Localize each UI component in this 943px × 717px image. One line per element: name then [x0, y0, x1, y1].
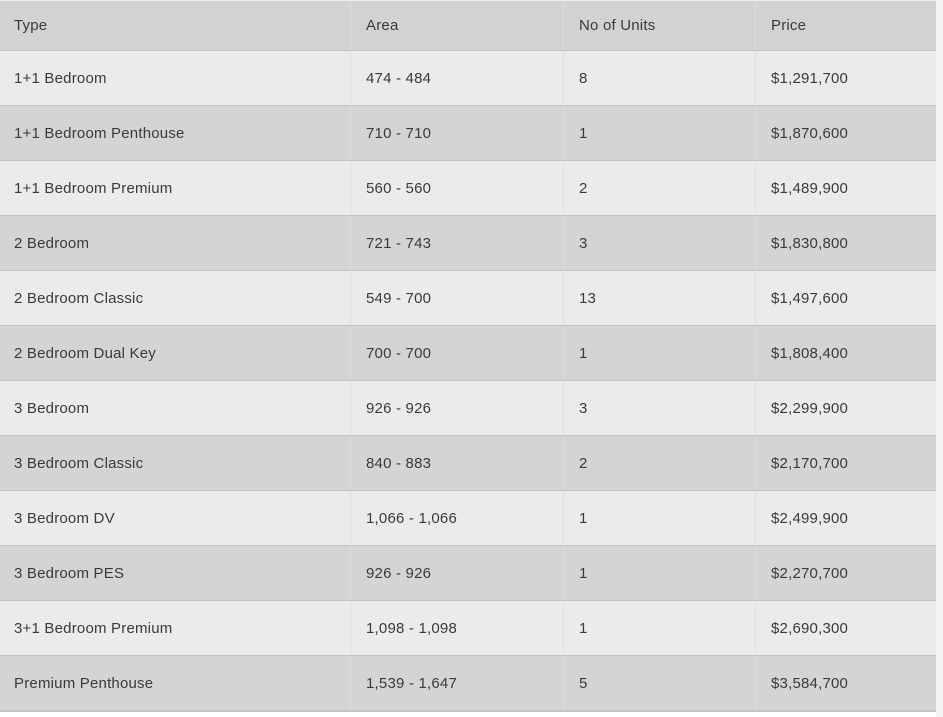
header-cell-type: Type	[14, 17, 48, 34]
cell-units: 1	[563, 106, 755, 160]
cell-units: 1	[563, 546, 755, 600]
table-row[interactable]: 2 Bedroom Classic 549 - 700 13 $1,497,60…	[0, 270, 936, 325]
table-row[interactable]: 1+1 Bedroom 474 - 484 8 $1,291,700	[0, 50, 936, 105]
cell-price: $2,299,900	[755, 381, 936, 435]
cell-area: 721 - 743	[350, 216, 563, 270]
cell-price: $1,291,700	[755, 51, 936, 105]
cell-type: 3 Bedroom	[14, 399, 90, 417]
cell-area: 1,098 - 1,098	[350, 601, 563, 655]
cell-price: $1,497,600	[755, 271, 936, 325]
cell-price: $3,584,700	[755, 656, 936, 710]
cell-type: 2 Bedroom Classic	[14, 289, 144, 307]
page-right-gutter	[936, 0, 943, 717]
cell-units: 13	[563, 271, 755, 325]
cell-area: 549 - 700	[350, 271, 563, 325]
table-row[interactable]: 3 Bedroom 926 - 926 3 $2,299,900	[0, 380, 936, 435]
cell-units: 3	[563, 216, 755, 270]
cell-area: 474 - 484	[350, 51, 563, 105]
cell-area: 700 - 700	[350, 326, 563, 380]
cell-price: $1,808,400	[755, 326, 936, 380]
cell-type: 1+1 Bedroom Penthouse	[14, 124, 185, 142]
header-cell-area: Area	[350, 1, 563, 50]
cell-price: $2,270,700	[755, 546, 936, 600]
cell-type: 3 Bedroom DV	[14, 509, 115, 527]
cell-units: 1	[563, 601, 755, 655]
table-row[interactable]: 1+1 Bedroom Penthouse 710 - 710 1 $1,870…	[0, 105, 936, 160]
cell-type: 2 Bedroom	[14, 234, 90, 252]
cell-type: 3 Bedroom PES	[14, 564, 125, 582]
cell-type: 3+1 Bedroom Premium	[14, 619, 173, 637]
table-row[interactable]: 3+1 Bedroom Premium 1,098 - 1,098 1 $2,6…	[0, 600, 936, 655]
cell-price: $2,170,700	[755, 436, 936, 490]
cell-type: 3 Bedroom Classic	[14, 454, 144, 472]
table-row[interactable]: Premium Penthouse 1,539 - 1,647 5 $3,584…	[0, 655, 936, 710]
cell-type: Premium Penthouse	[14, 674, 154, 692]
cell-units: 2	[563, 436, 755, 490]
cell-type: 2 Bedroom Dual Key	[14, 344, 157, 362]
header-cell-price: Price	[755, 1, 936, 50]
cell-area: 560 - 560	[350, 161, 563, 215]
cell-price: $2,690,300	[755, 601, 936, 655]
table-row[interactable]: 2 Bedroom Dual Key 700 - 700 1 $1,808,40…	[0, 325, 936, 380]
cell-area: 926 - 926	[350, 381, 563, 435]
cell-units: 3	[563, 381, 755, 435]
cell-price: $1,489,900	[755, 161, 936, 215]
cell-price: $1,830,800	[755, 216, 936, 270]
cell-area: 840 - 883	[350, 436, 563, 490]
cell-area: 710 - 710	[350, 106, 563, 160]
cell-units: 2	[563, 161, 755, 215]
cell-price: $2,499,900	[755, 491, 936, 545]
table-row[interactable]: 3 Bedroom DV 1,066 - 1,066 1 $2,499,900	[0, 490, 936, 545]
table-row[interactable]: 2 Bedroom 721 - 743 3 $1,830,800	[0, 215, 936, 270]
cell-area: 1,539 - 1,647	[350, 656, 563, 710]
cell-area: 926 - 926	[350, 546, 563, 600]
cell-units: 8	[563, 51, 755, 105]
cell-units: 1	[563, 326, 755, 380]
cell-area: 1,066 - 1,066	[350, 491, 563, 545]
table-header-row: Type Area No of Units Price	[0, 1, 936, 50]
cell-type: 1+1 Bedroom	[14, 69, 107, 87]
cell-type: 1+1 Bedroom Premium	[14, 179, 173, 197]
cell-price: $1,870,600	[755, 106, 936, 160]
cell-units: 5	[563, 656, 755, 710]
table-row[interactable]: 3 Bedroom PES 926 - 926 1 $2,270,700	[0, 545, 936, 600]
table-row[interactable]: 1+1 Bedroom Premium 560 - 560 2 $1,489,9…	[0, 160, 936, 215]
header-cell-units: No of Units	[563, 1, 755, 50]
table-row[interactable]: 3 Bedroom Classic 840 - 883 2 $2,170,700	[0, 435, 936, 490]
cell-units: 1	[563, 491, 755, 545]
